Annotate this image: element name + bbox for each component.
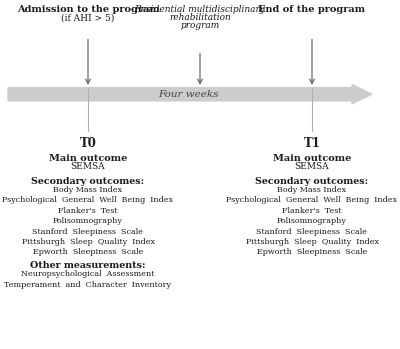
Text: Secondary outcomes:: Secondary outcomes: <box>256 177 368 186</box>
Text: Flanker's  Test: Flanker's Test <box>282 207 342 215</box>
Text: Stanford  Sleepiness  Scale: Stanford Sleepiness Scale <box>32 228 144 236</box>
Text: Psychological  General  Well  Being  Index: Psychological General Well Being Index <box>2 196 174 204</box>
Text: T1: T1 <box>304 137 320 150</box>
Text: rehabilitation: rehabilitation <box>169 13 231 22</box>
Text: SEMSA: SEMSA <box>295 162 329 171</box>
Text: Temperament  and  Character  Inventory: Temperament and Character Inventory <box>4 281 172 289</box>
Text: Residential multidisciplinary: Residential multidisciplinary <box>134 5 266 14</box>
Text: Polisomnography: Polisomnography <box>277 217 347 225</box>
Text: Main outcome: Main outcome <box>49 154 127 163</box>
Text: Other measurements:: Other measurements: <box>30 261 146 270</box>
Text: Psychological  General  Well  Being  Index: Psychological General Well Being Index <box>226 196 398 204</box>
FancyArrow shape <box>8 85 372 104</box>
Text: T0: T0 <box>80 137 96 150</box>
Text: program: program <box>180 21 220 30</box>
Text: Epworth  Sleepiness  Scale: Epworth Sleepiness Scale <box>257 248 367 257</box>
Text: (if AHI > 5): (if AHI > 5) <box>61 14 115 23</box>
Text: Neuropsychological  Assessment: Neuropsychological Assessment <box>21 270 155 279</box>
Text: Polisomnography: Polisomnography <box>53 217 123 225</box>
Text: Four weeks: Four weeks <box>158 90 218 99</box>
Text: Flanker's  Test: Flanker's Test <box>58 207 118 215</box>
Text: Epworth  Sleepiness  Scale: Epworth Sleepiness Scale <box>33 248 143 257</box>
Text: Body Mass Index: Body Mass Index <box>278 186 346 194</box>
Text: Main outcome: Main outcome <box>273 154 351 163</box>
Text: SEMSA: SEMSA <box>71 162 105 171</box>
Text: Admission to the program: Admission to the program <box>17 5 159 14</box>
Text: Pittsburgh  Sleep  Quality  Index: Pittsburgh Sleep Quality Index <box>22 238 154 246</box>
Text: Pittsburgh  Sleep  Quality  Index: Pittsburgh Sleep Quality Index <box>246 238 378 246</box>
Text: End of the program: End of the program <box>258 5 366 14</box>
Text: Secondary outcomes:: Secondary outcomes: <box>32 177 144 186</box>
Text: Stanford  Sleepiness  Scale: Stanford Sleepiness Scale <box>256 228 368 236</box>
Text: Body Mass Index: Body Mass Index <box>54 186 122 194</box>
